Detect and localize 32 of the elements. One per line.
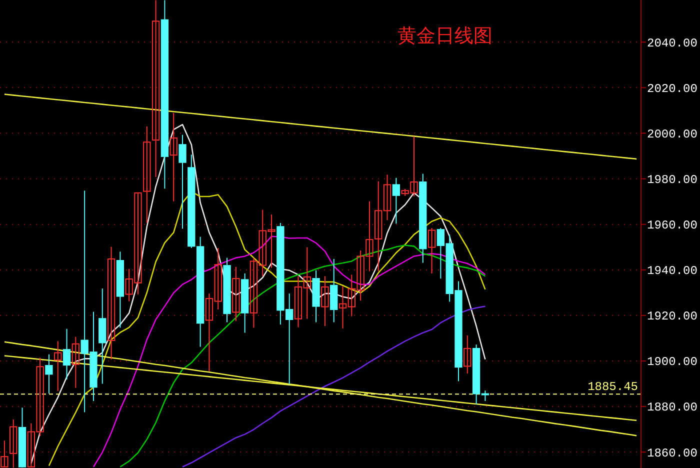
candlestick <box>152 0 160 178</box>
y-tick-label: 2000.00 <box>647 127 698 142</box>
line-series <box>4 94 638 160</box>
y-tick-label: 1920.00 <box>647 310 698 324</box>
candlestick <box>0 440 8 468</box>
candlestick <box>392 177 400 224</box>
ref-line-label: 1885.45 <box>588 380 638 394</box>
y-tick-label: 1980.00 <box>647 172 698 187</box>
candlestick <box>72 336 80 388</box>
candlestick <box>232 266 240 322</box>
candlestick <box>107 246 116 360</box>
candlestick <box>10 418 18 468</box>
line-series <box>4 341 638 436</box>
candlestick <box>45 354 53 394</box>
y-tick-label: 1880.00 <box>647 400 698 415</box>
candlestick <box>464 334 472 374</box>
line-series <box>48 190 486 466</box>
text: 黄金日线图 <box>398 25 492 47</box>
candlestick <box>321 276 329 327</box>
y-tick-label: 2040.00 <box>647 36 698 50</box>
candlestick <box>178 134 186 230</box>
candlestick <box>143 126 151 224</box>
line-series <box>182 306 486 468</box>
candlestick <box>428 227 436 274</box>
y-tick-label: 1960.00 <box>647 218 698 233</box>
y-tick-label: 2020.00 <box>647 82 698 96</box>
candlestick <box>170 112 178 202</box>
candlestick <box>62 328 71 380</box>
y-tick-label: 1900.00 <box>647 355 698 370</box>
y-tick-label: 1940.00 <box>647 264 698 278</box>
candlestick <box>54 340 62 392</box>
y-tick-label: 1860.00 <box>647 446 698 460</box>
